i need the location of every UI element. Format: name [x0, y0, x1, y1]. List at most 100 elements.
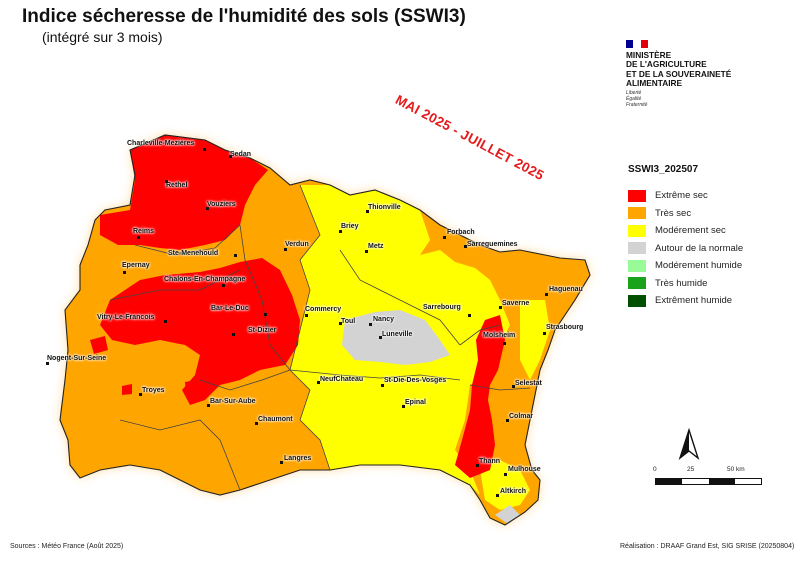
legend-item: Modérement sec: [628, 222, 798, 240]
place-dot: [496, 494, 499, 497]
place-label: Nancy: [373, 316, 395, 323]
legend-label: Autour de la normale: [655, 242, 744, 254]
place-dot: [139, 393, 142, 396]
place-dot: [264, 313, 267, 316]
place-label: Saverne: [502, 300, 530, 307]
place-label: Thann: [479, 458, 500, 465]
legend-swatch: [628, 224, 646, 237]
place-label: Commercy: [305, 306, 342, 313]
ministry-motto-line: Liberté: [626, 90, 642, 97]
place-dot: [503, 342, 506, 345]
place-dot: [234, 254, 237, 257]
place-dot: [255, 422, 258, 425]
place-dot: [369, 323, 372, 326]
place-dot: [203, 148, 206, 151]
scale-tick: 0: [653, 466, 657, 473]
place-label: Molsheim: [483, 332, 516, 339]
place-dot: [545, 293, 548, 296]
place-label: Strasbourg: [546, 324, 584, 331]
place-dot: [468, 314, 471, 317]
place-label: Reims: [133, 228, 155, 235]
place-dot: [366, 210, 369, 213]
legend-title: SSWI3_202507: [628, 164, 699, 175]
ministry-motto-line: Fraternité: [626, 102, 648, 109]
place-label: Vitry-Le-Francois: [97, 314, 155, 321]
place-dot: [381, 384, 384, 387]
place-label: Thionville: [368, 204, 401, 211]
zone-extreme-sec-center: [100, 258, 300, 405]
place-label: Charleville-Mezières: [127, 140, 195, 147]
legend-swatch: [628, 259, 646, 272]
zone-extreme-sec-bits: [90, 336, 196, 395]
place-label: Sarreguemines: [467, 241, 518, 248]
legend-swatch: [628, 189, 646, 202]
place-dot: [137, 236, 140, 239]
ministry-name-line: MINISTÈRE: [626, 50, 672, 60]
place-dot: [512, 385, 515, 388]
place-label: Colmar: [509, 413, 534, 420]
source-note: Sources : Météo France (Août 2025): [10, 543, 124, 550]
place-label: Ste-Menehould: [168, 250, 219, 257]
zone-moderement-sec-south: [480, 460, 530, 510]
place-label: Epinal: [405, 399, 427, 406]
scale-bar: 0 25 50 km: [653, 466, 765, 485]
legend-label: Modérement sec: [655, 225, 726, 237]
place-label: Altkirch: [500, 488, 527, 495]
legend-swatch: [628, 242, 646, 255]
place-dot: [164, 320, 167, 323]
place-label: Rethel: [166, 182, 188, 189]
place-label: Langres: [284, 455, 312, 462]
place-dot: [206, 207, 209, 210]
place-dot: [499, 306, 502, 309]
place-label: Chaumont: [258, 416, 293, 423]
place-label: Luneville: [382, 331, 413, 338]
place-label: Bar-Sur-Aube: [210, 398, 256, 405]
ministry-name-line: ET DE LA SOUVERAINETÉ: [626, 68, 732, 79]
north-arrow-icon: [678, 428, 700, 460]
place-dot: [402, 405, 405, 408]
place-dot: [165, 180, 168, 183]
legend-label: Très humide: [655, 277, 708, 289]
place-label: Selestat: [515, 380, 542, 387]
place-label: St-Die-Des-Vosges: [384, 377, 447, 384]
place-label: Epernay: [122, 262, 150, 269]
place-dot: [207, 404, 210, 407]
place-dot: [339, 322, 342, 325]
ministry-logo: MINISTÈRE DE L'AGRICULTURE ET DE LA SOUVER…: [626, 40, 796, 108]
place-dot: [506, 419, 509, 422]
legend-label: Extrêment humide: [655, 295, 733, 307]
place-label: Sedan: [230, 151, 252, 158]
place-dot: [443, 236, 446, 239]
place-label: Chalons-En-Champagne: [164, 276, 246, 283]
place-label: Troyes: [142, 387, 165, 394]
zone-extreme-sec-north: [100, 135, 268, 250]
credit-note: Réalisation : DRAAF Grand Est, SIG SRISE…: [620, 543, 795, 550]
legend-label: Extrême sec: [655, 190, 708, 202]
place-dot: [464, 245, 467, 248]
place-label: Bar-Le-Duc: [211, 305, 249, 312]
legend-swatch: [628, 277, 646, 290]
place-label: Vouziers: [207, 201, 236, 208]
legend-item: Modérement humide: [628, 257, 798, 275]
zone-moderement-sec-alsace: [520, 300, 550, 380]
legend-item: Extrême sec: [628, 187, 798, 205]
place-label: Nogent-Sur-Seine: [47, 355, 107, 362]
ministry-name-line: ALIMENTAIRE: [626, 77, 683, 88]
legend: SSWI3_202507 Extrême sec Très sec Modéreme…: [628, 164, 798, 310]
place-label: Verdun: [285, 241, 309, 248]
region-border: [59, 134, 591, 526]
ministry-motto-line: Égalité: [626, 96, 642, 103]
place-dot: [543, 332, 546, 335]
legend-label: Modérement humide: [655, 260, 743, 272]
legend-swatch: [628, 294, 646, 307]
ministry-name-line: DE L'AGRICULTURE: [626, 59, 707, 70]
place-dot: [476, 464, 479, 467]
place-dot: [365, 250, 368, 253]
place-dot: [232, 333, 235, 336]
place-label: Briey: [341, 223, 359, 230]
legend-item: Extrêment humide: [628, 292, 798, 310]
scale-tick: 50 km: [727, 466, 745, 473]
french-flag-icon: [626, 40, 648, 48]
place-dot: [229, 155, 232, 158]
place-dot: [222, 284, 225, 287]
